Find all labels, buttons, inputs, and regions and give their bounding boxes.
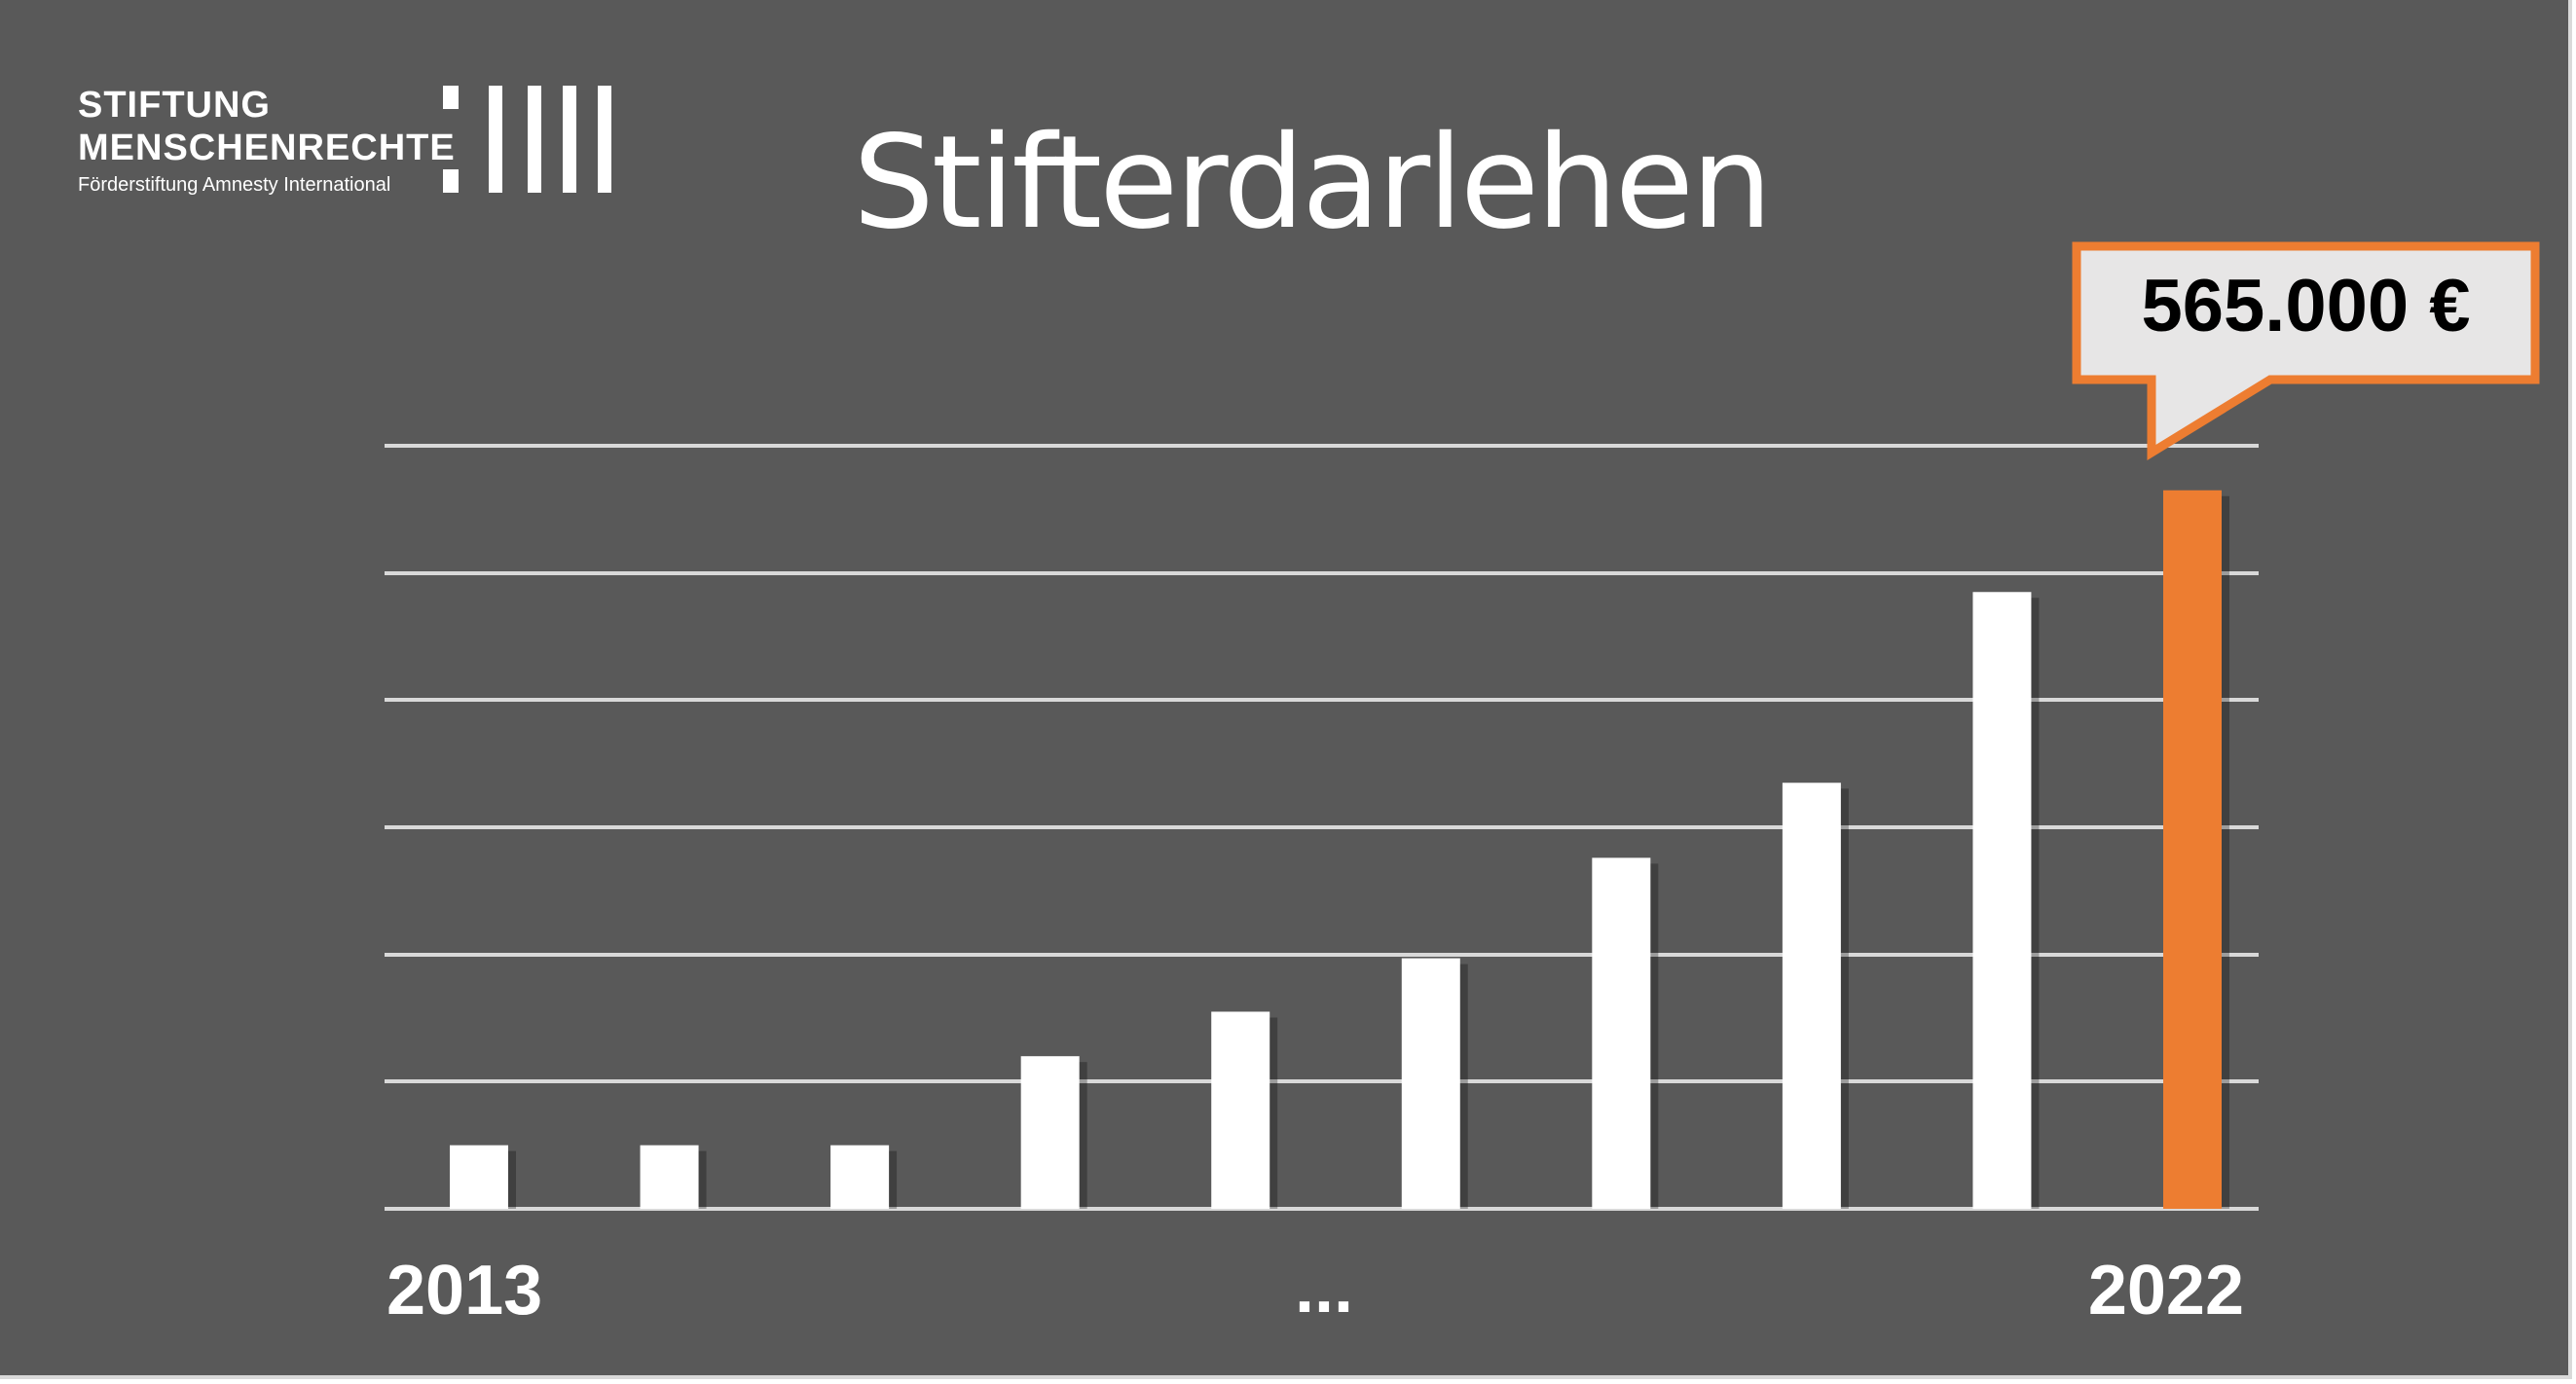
- bar-2014: [640, 1145, 699, 1209]
- logo-dot-bottom: [443, 169, 459, 193]
- logo-text-line1: STIFTUNG: [78, 85, 271, 126]
- callout-label: 565.000 €: [2141, 265, 2470, 347]
- bar-2018: [1401, 958, 1460, 1209]
- logo-bar-4: [598, 86, 611, 193]
- gridlines: [385, 444, 2259, 1211]
- bar-2020: [1782, 783, 1841, 1209]
- bar-2022: [2163, 490, 2222, 1209]
- logo-bar-2: [528, 86, 541, 193]
- bar-2015: [830, 1145, 890, 1209]
- logo-subtitle: Förderstiftung Amnesty International: [78, 174, 391, 196]
- callout-box: [2072, 241, 2540, 461]
- bar-2019: [1592, 857, 1651, 1209]
- x-tick-label-ellipsis: ...: [1295, 1250, 1353, 1328]
- logo-bar-3: [563, 86, 576, 193]
- bar-2013: [450, 1145, 508, 1209]
- callout: 565.000 €: [2072, 241, 2540, 461]
- bar-2017: [1211, 1011, 1270, 1209]
- bar-2016: [1020, 1056, 1080, 1209]
- bar-2021: [1972, 592, 2032, 1209]
- logo-dot-top: [443, 86, 459, 109]
- x-tick-label-start: 2013: [386, 1252, 542, 1329]
- x-axis-labels: 2013... 2022: [386, 1250, 2244, 1329]
- logo-mark-icon: [443, 86, 613, 193]
- logo-bar-1: [489, 86, 502, 193]
- bars: [450, 490, 2229, 1209]
- x-tick-label-end: 2022: [2088, 1252, 2244, 1329]
- logo-text-line2: MENSCHENRECHTE: [78, 127, 456, 168]
- chart-title: Stifterdarlehen: [853, 108, 1773, 258]
